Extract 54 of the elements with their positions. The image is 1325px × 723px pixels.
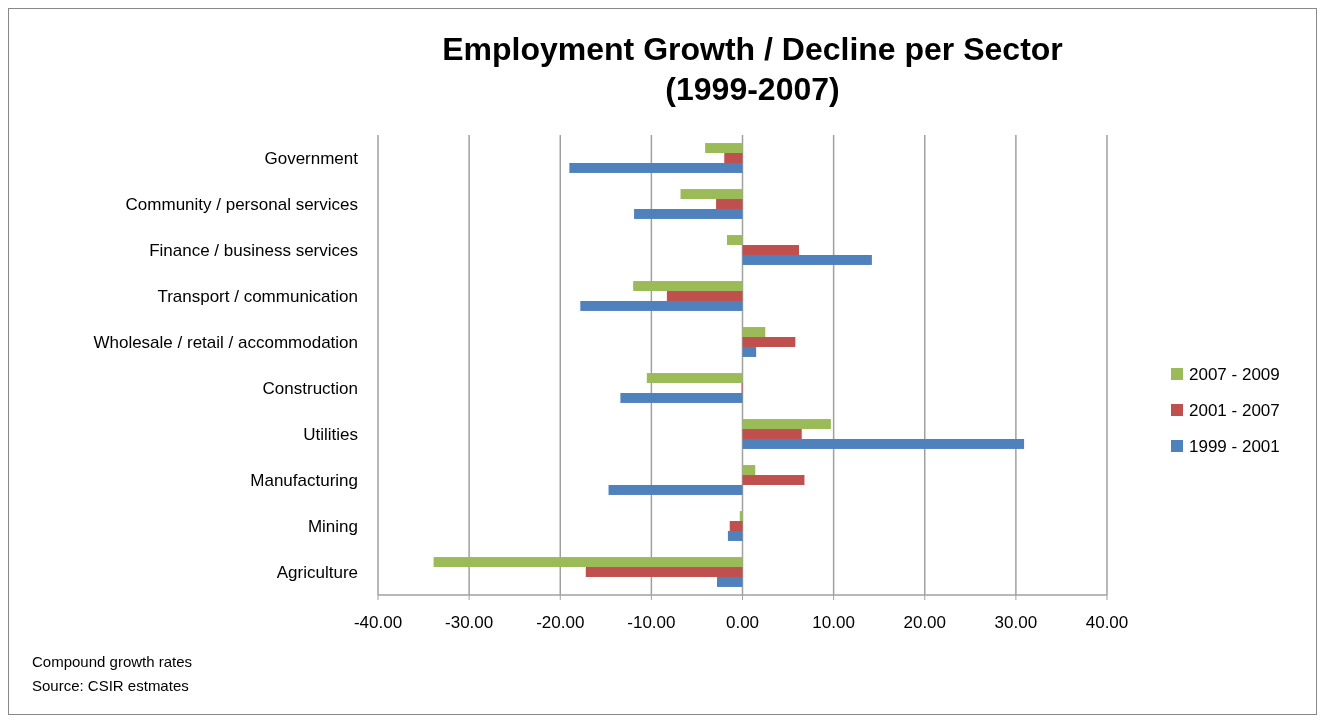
y-tick-label: Wholesale / retail / accommodation [93, 333, 358, 352]
bar [742, 245, 799, 255]
x-tick-label: -40.00 [353, 613, 403, 632]
y-tick-label: Mining [307, 517, 358, 536]
chart-title: Employment Growth / Decline per Sector (1999-2007) [442, 31, 1063, 107]
bar [742, 419, 831, 430]
bar [742, 438, 1025, 449]
legend-label: 2001 - 2007 [1189, 401, 1280, 420]
text: Compound growth rates [32, 653, 193, 670]
y-tick-label: Construction [262, 379, 358, 398]
bar [742, 254, 872, 265]
bar [716, 199, 743, 209]
legend-label: 2007 - 2009 [1189, 365, 1280, 384]
source-note: Source: CSIR estmates [32, 677, 189, 694]
bar [742, 346, 757, 357]
bar [724, 153, 743, 163]
bar [742, 475, 805, 485]
y-tick-label: Utilities [303, 425, 358, 444]
x-tick-label: 30.00 [994, 613, 1038, 632]
y-tick-label: Agriculture [276, 563, 358, 582]
x-tick-label: -10.00 [627, 613, 676, 632]
bar [729, 521, 743, 531]
bar [633, 281, 743, 292]
bar [739, 511, 743, 522]
bar [705, 143, 743, 154]
y-tick-label: Transport / communication [157, 287, 358, 306]
x-tick-label: 0.00 [725, 613, 760, 632]
bar [608, 484, 743, 495]
bar [646, 373, 743, 384]
legend-label: 1999 - 2001 [1189, 437, 1280, 456]
bar [742, 465, 756, 476]
bar [569, 162, 743, 173]
bar [666, 291, 743, 301]
x-tick-label: -30.00 [445, 613, 494, 632]
bar [742, 429, 802, 439]
y-tick-label: Manufacturing [250, 471, 358, 490]
bar [742, 337, 796, 347]
x-tick-label: 20.00 [903, 613, 947, 632]
y-tick-label: Finance / business services [149, 241, 358, 260]
x-tick-label: 10.00 [812, 613, 855, 632]
bar [580, 300, 743, 311]
bar [727, 235, 743, 246]
y-tick-label: Community / personal services [125, 195, 358, 214]
x-tick-label: 40.00 [1085, 613, 1129, 632]
y-tick-label: Government [264, 149, 359, 168]
bar [585, 567, 743, 577]
bar [433, 557, 743, 568]
bar [727, 530, 743, 541]
bar [620, 392, 743, 403]
bar [716, 576, 743, 587]
x-tick-label: -20.00 [536, 613, 585, 632]
bar [742, 327, 766, 338]
bar [634, 208, 743, 219]
bar [680, 189, 743, 200]
